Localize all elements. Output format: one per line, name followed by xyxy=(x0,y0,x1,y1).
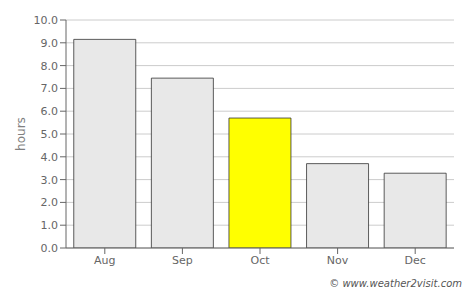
svg-text:Dec: Dec xyxy=(405,254,426,267)
svg-text:Oct: Oct xyxy=(250,254,270,267)
svg-text:3.0: 3.0 xyxy=(41,174,59,187)
html-text:© www.weather2visit.com: © www.weather2visit.com xyxy=(329,278,462,289)
svg-text:5.0: 5.0 xyxy=(41,128,59,141)
svg-text:Nov: Nov xyxy=(327,254,349,267)
svg-text:10.0: 10.0 xyxy=(34,14,59,27)
svg-text:Aug: Aug xyxy=(94,254,115,267)
svg-text:8.0: 8.0 xyxy=(41,60,59,73)
svg-text:6.0: 6.0 xyxy=(41,105,59,118)
svg-text:4.0: 4.0 xyxy=(41,151,59,164)
svg-text:1.0: 1.0 xyxy=(41,219,59,232)
svg-text:Sep: Sep xyxy=(172,254,193,267)
svg-text:9.0: 9.0 xyxy=(41,37,59,50)
svg-text:7.0: 7.0 xyxy=(41,82,59,95)
svg-text:2.0: 2.0 xyxy=(41,196,59,209)
svg-text:0.0: 0.0 xyxy=(41,242,59,255)
svg-text:hours: hours xyxy=(14,117,28,151)
